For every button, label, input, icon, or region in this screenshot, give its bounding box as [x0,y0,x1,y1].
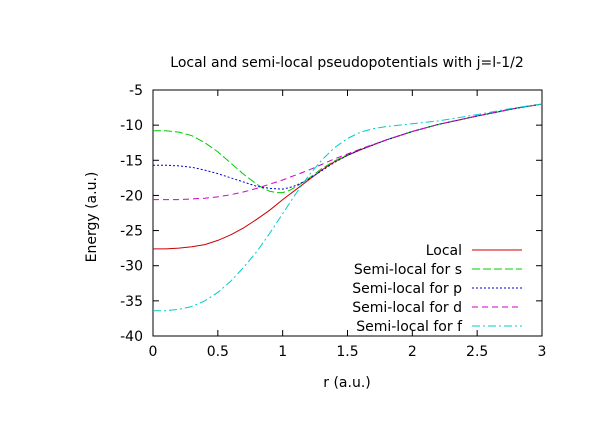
legend-label: Semi-local for s [354,262,462,278]
series-layer [153,103,543,312]
y-tick-label: -10 [120,118,143,134]
legend-label: Local [426,243,462,259]
x-tick-label: 1.5 [336,344,358,360]
y-axis-label: Energy (a.u.) [84,172,100,263]
series-line-semi-local-for-s [153,103,543,194]
series-line-semi-local-for-d [153,103,543,201]
x-tick-label: 1 [278,344,287,360]
x-tick-label: 2 [408,344,417,360]
legend: Local Semi-local for s Semi-local for p Sem… [352,243,522,335]
plot-frame [152,89,543,337]
y-tick-label: -35 [120,294,143,310]
y-axis-ticks: -40 -35 -30 -25 -20 -15 -10 -5 [120,83,542,345]
series-line-local [153,103,543,250]
legend-label: Semi-local for f [356,319,463,335]
x-tick-label: 0.5 [207,344,229,360]
x-axis-label: r (a.u.) [323,375,370,391]
x-tick-label: 2.5 [466,344,488,360]
y-tick-label: -25 [120,224,143,240]
y-tick-label: -30 [120,259,143,275]
legend-label: Semi-local for p [352,281,462,297]
x-axis-ticks: 0 0.5 1 1.5 2 2.5 3 [149,90,547,360]
y-tick-label: -15 [120,153,143,169]
series-line-semi-local-for-f [153,103,543,312]
series-line-semi-local-for-p [153,103,543,190]
y-tick-label: -5 [129,83,143,99]
chart-title: Local and semi-local pseudopotentials wi… [170,55,523,71]
y-tick-label: -40 [120,329,143,345]
y-tick-label: -20 [120,188,143,204]
legend-label: Semi-local for d [352,300,462,316]
x-tick-label: 0 [149,344,158,360]
x-tick-label: 3 [538,344,547,360]
